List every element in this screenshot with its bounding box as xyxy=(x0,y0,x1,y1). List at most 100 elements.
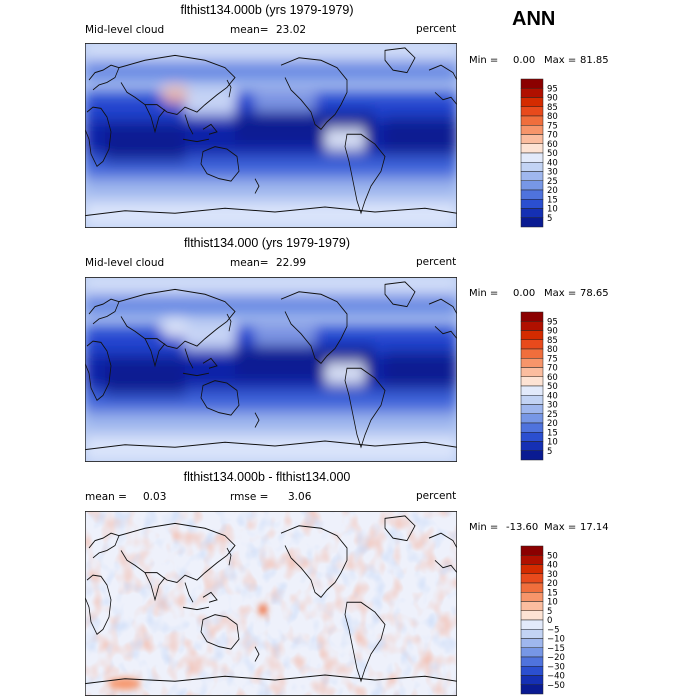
colorbar-swatch xyxy=(520,413,544,424)
colorbar-swatch xyxy=(520,152,544,163)
colorbar-tick-label: 15 xyxy=(547,588,558,598)
colorbar-swatch xyxy=(520,564,544,574)
colorbar-swatch xyxy=(520,441,544,451)
max-value: 81.85 xyxy=(580,55,609,66)
colorbar-tick-label: 10 xyxy=(547,205,558,215)
colorbar-tick-label: 30 xyxy=(547,401,558,411)
colorbar-swatch xyxy=(520,629,544,639)
colorbar-tick-label: 50 xyxy=(547,149,558,159)
colorbar-swatch xyxy=(520,675,544,685)
max-value: 78.65 xyxy=(580,288,609,299)
colorbar-tick-label: 15 xyxy=(547,428,558,438)
colorbar-tick-label: 50 xyxy=(547,551,558,561)
colorbar-swatch xyxy=(520,208,544,218)
colorbar-swatch xyxy=(520,171,544,181)
mean-label: mean= xyxy=(230,257,269,269)
colorbar-tick-label: 30 xyxy=(547,570,558,580)
colorbar-swatch xyxy=(520,592,544,602)
mean-label: mean = xyxy=(85,491,127,503)
colorbar-tick-label: −10 xyxy=(547,635,565,645)
units-label: percent xyxy=(416,256,457,268)
colorbar-tick-label: 25 xyxy=(547,177,558,187)
colorbar-tick-label: 20 xyxy=(547,419,558,429)
colorbar-swatch xyxy=(520,115,544,126)
colorbar-tick-label: 10 xyxy=(547,598,558,608)
colorbar-tick-label: −30 xyxy=(547,662,565,672)
max-label: Max = xyxy=(544,288,577,299)
min-value: -13.60 xyxy=(506,522,539,533)
colorbar-tick-label: 80 xyxy=(547,345,558,355)
rmse-value: 3.06 xyxy=(288,491,312,503)
colorbar-tick-label: 70 xyxy=(547,131,558,141)
colorbar-swatch xyxy=(520,656,544,667)
colorbar-swatch xyxy=(520,666,544,676)
colorbar-swatch xyxy=(520,395,544,405)
colorbar-swatch xyxy=(520,684,544,695)
colorbar-swatch xyxy=(520,321,544,331)
colorbar-swatch xyxy=(520,619,544,630)
mean-value: 22.99 xyxy=(276,257,307,269)
contour-map xyxy=(85,511,457,696)
season-label: ANN xyxy=(512,8,556,30)
colorbar-tick-label: 20 xyxy=(547,186,558,196)
colorbar-swatch xyxy=(520,88,544,98)
colorbar-swatch xyxy=(520,422,544,433)
colorbar-swatch xyxy=(520,180,544,191)
contour-map xyxy=(85,43,457,228)
colorbar-tick-label: 15 xyxy=(547,195,558,205)
colorbar-swatch xyxy=(520,545,544,556)
colorbar-swatch xyxy=(520,601,544,611)
rmse-label: rmse = xyxy=(230,491,269,503)
max-value: 17.14 xyxy=(580,522,609,533)
min-label: Min = xyxy=(469,288,499,299)
colorbar-swatch xyxy=(520,358,544,368)
colorbar-tick-label: 95 xyxy=(547,84,558,94)
colorbar-swatch xyxy=(520,610,544,621)
min-value: 0.00 xyxy=(513,55,536,66)
colorbar-tick-label: −50 xyxy=(547,681,565,691)
colorbar-swatch xyxy=(520,638,544,648)
units-label: percent xyxy=(416,23,457,35)
colorbar-tick-label: 10 xyxy=(547,438,558,448)
colorbar-tick-label: 80 xyxy=(547,112,558,122)
colorbar-tick-label: 50 xyxy=(547,382,558,392)
mean-value: 0.03 xyxy=(143,491,167,503)
contour-map xyxy=(85,277,457,462)
colorbar-tick-label: 40 xyxy=(547,158,558,168)
colorbar-swatch xyxy=(520,189,544,200)
colorbar-swatch xyxy=(520,647,544,658)
colorbar-swatch xyxy=(520,573,544,584)
panel-title: flthist134.000 (yrs 1979-1979) xyxy=(183,236,351,250)
colorbar-tick-label: 25 xyxy=(547,410,558,420)
variable-label: Mid-level cloud xyxy=(85,257,165,269)
max-label: Max = xyxy=(544,522,577,533)
colorbar-tick-label: 5 xyxy=(547,214,552,224)
units-label: percent xyxy=(416,490,457,502)
colorbar-swatch xyxy=(520,450,544,461)
colorbar-swatch xyxy=(520,311,544,322)
colorbar-tick-label: 75 xyxy=(547,121,558,131)
mean-value: 23.02 xyxy=(276,24,307,36)
colorbar-swatch xyxy=(520,348,544,359)
colorbar-swatch xyxy=(520,78,544,89)
colorbar-tick-label: −5 xyxy=(547,625,560,635)
colorbar-tick-label: −40 xyxy=(547,672,565,682)
min-label: Min = xyxy=(469,522,499,533)
colorbar-tick-label: 40 xyxy=(547,561,558,571)
min-label: Min = xyxy=(469,55,499,66)
colorbar-swatch xyxy=(520,339,544,350)
colorbar-swatch xyxy=(520,404,544,414)
colorbar-tick-label: 20 xyxy=(547,579,558,589)
colorbar-swatch xyxy=(520,376,544,387)
colorbar-swatch xyxy=(520,330,544,340)
colorbar-swatch xyxy=(520,217,544,228)
colorbar-tick-label: 40 xyxy=(547,391,558,401)
colorbar-swatch xyxy=(520,134,544,144)
colorbar-swatch xyxy=(520,385,544,396)
variable-label: Mid-level cloud xyxy=(85,24,165,36)
colorbar-tick-label: 60 xyxy=(547,373,558,383)
colorbar-tick-label: 75 xyxy=(547,354,558,364)
colorbar-swatch xyxy=(520,432,544,442)
